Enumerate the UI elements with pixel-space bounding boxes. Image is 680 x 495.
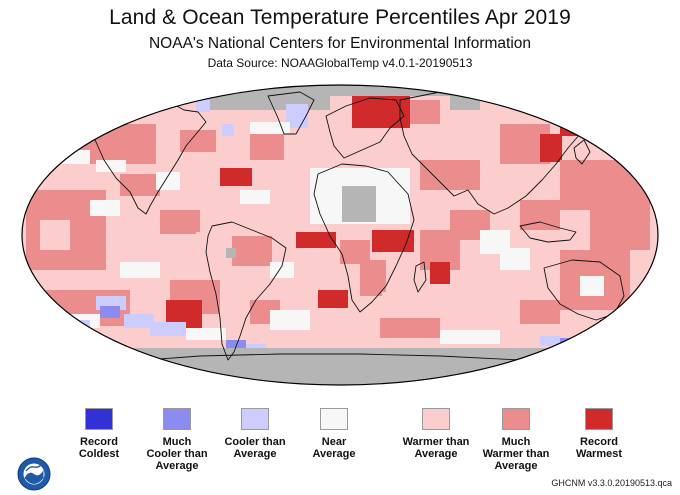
legend-item-much-cooler: Much Cooler than Average (134, 408, 220, 472)
percentile-tile (410, 100, 440, 124)
percentile-tile (240, 190, 270, 204)
legend-swatch (241, 408, 269, 430)
percentile-tile (220, 290, 250, 330)
percentile-tile (500, 248, 530, 270)
percentile-tile (440, 330, 500, 344)
percentile-tile (580, 276, 604, 296)
legend-label: Warmer than Average (402, 436, 470, 460)
percentile-tile (50, 150, 90, 164)
percentile-tile (40, 220, 70, 250)
percentile-tile (120, 262, 160, 278)
percentile-tile (270, 310, 310, 330)
legend-swatch (163, 408, 191, 430)
percentile-tile (300, 330, 360, 344)
legend-swatch (502, 408, 530, 430)
madagascar-outline (413, 261, 427, 293)
percentile-tile (90, 200, 120, 216)
legend-item-record-warmest: Record Warmest (556, 408, 642, 460)
legend-item-cooler: Cooler than Average (212, 408, 298, 460)
percentile-tile (590, 210, 650, 250)
percentile-tile (270, 262, 294, 278)
percentile-tile (220, 168, 252, 186)
legend-swatch (585, 408, 613, 430)
percentile-tile (222, 124, 234, 136)
percentile-tile (580, 136, 620, 156)
map-border (21, 84, 659, 386)
percentile-tile (96, 160, 126, 172)
percentile-tile (382, 292, 406, 310)
percentile-tile (342, 186, 376, 222)
legend-label: Record Warmest (575, 436, 623, 460)
legend-item-much-warmer: Much Warmer than Average (473, 408, 559, 472)
percentile-tile (196, 100, 210, 112)
percentile-tile (372, 230, 414, 252)
map-subtitle: NOAA's National Centers for Environmenta… (148, 35, 531, 52)
percentile-tile (180, 130, 216, 152)
percentile-tile (380, 318, 440, 338)
legend-label: Record Coldest (78, 436, 120, 460)
indonesia-outline (519, 221, 577, 243)
legend-label: Much Cooler than Average (146, 436, 208, 472)
percentile-tile (160, 210, 200, 234)
version-footer: GHCNM v3.3.0.20190513.qca (551, 478, 672, 488)
percentile-tile (250, 122, 290, 134)
percentile-tile (520, 300, 560, 324)
legend-swatch (85, 408, 113, 430)
south-america-outline (205, 221, 287, 361)
percentile-tile (480, 100, 580, 112)
percentile-tile (26, 124, 156, 164)
percentile-tile (318, 290, 348, 308)
percentile-tile (360, 260, 386, 296)
percentile-tile (36, 324, 68, 342)
percentile-tile (100, 306, 120, 318)
legend-item-warmer: Warmer than Average (393, 408, 479, 460)
percentile-tile (600, 320, 640, 340)
percentile-tile (186, 328, 226, 340)
legend-label: Near Average (312, 436, 356, 460)
percentile-tile (560, 160, 650, 210)
percentile-tile (226, 248, 236, 258)
africa-outline (313, 163, 415, 313)
map-title: Land & Ocean Temperature Percentiles Apr… (109, 6, 571, 29)
percentile-tile (440, 130, 500, 160)
percentile-tile (430, 262, 450, 284)
greenland-outline (267, 91, 315, 135)
europe-outline (325, 97, 405, 159)
legend-swatch (320, 408, 348, 430)
percentile-tile (560, 338, 584, 350)
percentile-tile (232, 236, 272, 266)
percentile-tile (120, 174, 160, 196)
japan-outline (573, 139, 591, 165)
percentile-tile (540, 336, 560, 346)
percentile-tile (520, 200, 560, 230)
percentile-tile (250, 134, 284, 160)
legend-item-near-average: Near Average (291, 408, 377, 460)
legend-label: Cooler than Average (224, 436, 286, 460)
new-zealand-outline (639, 299, 653, 327)
noaa-logo (17, 457, 51, 491)
percentile-tile (540, 134, 562, 162)
percentile-tile (470, 290, 510, 320)
percentile-tile (124, 314, 154, 328)
percentile-tile (420, 160, 480, 190)
percentile-tile (150, 322, 186, 336)
legend-label: Much Warmer than Average (482, 436, 550, 472)
percentile-tile (60, 320, 90, 334)
legend-swatch (422, 408, 450, 430)
percentile-tile (296, 232, 336, 248)
data-source: Data Source: NOAAGlobalTemp v4.0.1-20190… (207, 56, 473, 70)
percentile-tile (156, 172, 180, 190)
legend-item-record-coldest: Record Coldest (56, 408, 142, 460)
